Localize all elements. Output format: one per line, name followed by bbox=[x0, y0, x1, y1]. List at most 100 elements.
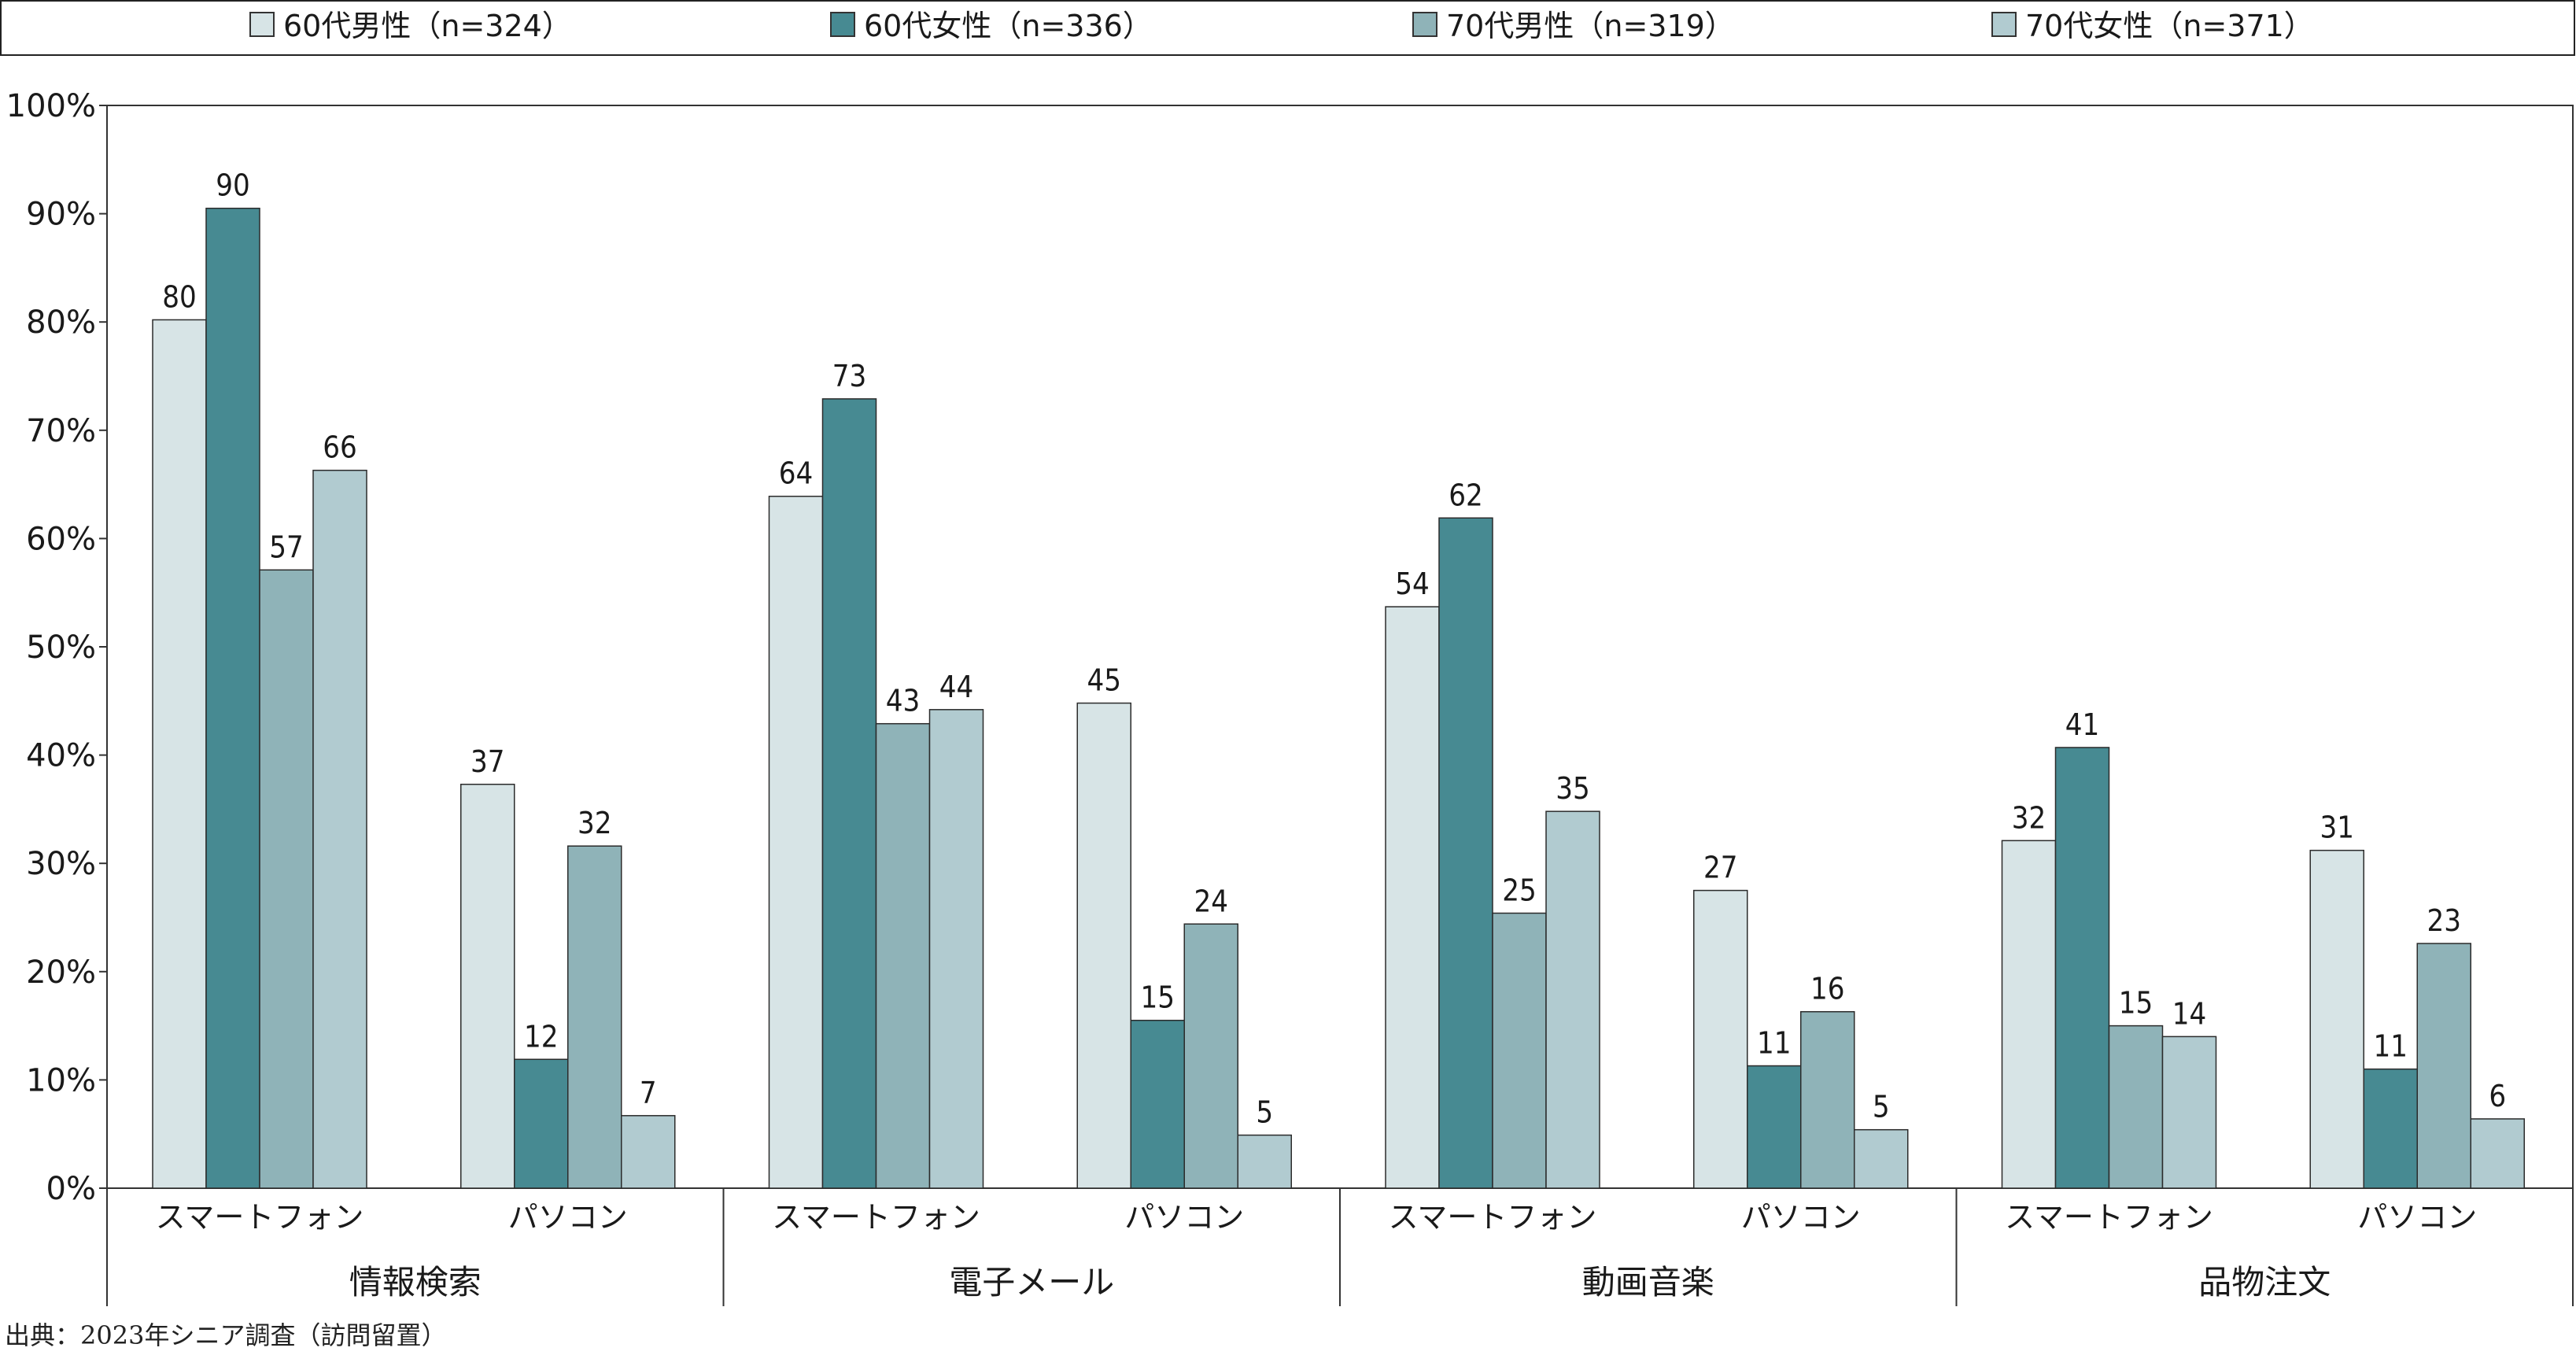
data-label: 54 bbox=[1395, 567, 1430, 601]
y-tick-label: 0% bbox=[46, 1171, 96, 1207]
legend-box bbox=[0, 0, 2575, 56]
data-label: 5 bbox=[1256, 1095, 1273, 1130]
data-label: 45 bbox=[1087, 663, 1122, 698]
data-label: 6 bbox=[2489, 1079, 2506, 1113]
source-note: 出典：2023年シニア調査（訪問留置） bbox=[5, 1320, 447, 1350]
bar bbox=[1545, 810, 1600, 1189]
bar bbox=[312, 469, 367, 1189]
bar bbox=[205, 207, 260, 1189]
x-tick-label: スマートフォン bbox=[156, 1200, 364, 1235]
bar bbox=[768, 495, 824, 1189]
data-label: 7 bbox=[640, 1076, 657, 1110]
x-group-label: 情報検索 bbox=[349, 1263, 482, 1301]
y-tick-label: 70% bbox=[26, 413, 96, 449]
bar bbox=[1492, 912, 1547, 1189]
legend-label: 70代男性（n=319） bbox=[1446, 9, 1735, 43]
legend-label: 60代男性（n=324） bbox=[283, 9, 572, 43]
data-label: 35 bbox=[1556, 771, 1590, 806]
bar bbox=[875, 722, 931, 1189]
bar bbox=[928, 709, 984, 1189]
bar bbox=[1854, 1128, 1909, 1189]
legend-label: 60代女性（n=336） bbox=[864, 9, 1153, 43]
y-tick-label: 60% bbox=[26, 521, 96, 557]
data-label: 44 bbox=[939, 670, 974, 704]
data-label: 66 bbox=[323, 430, 357, 465]
x-tick-label: パソコン bbox=[2357, 1200, 2477, 1235]
bar bbox=[2054, 747, 2110, 1189]
bar bbox=[2470, 1118, 2525, 1189]
x-tick-label: スマートフォン bbox=[2005, 1200, 2213, 1235]
bar bbox=[1183, 923, 1238, 1189]
data-label: 31 bbox=[2320, 810, 2355, 845]
x-tick-label: スマートフォン bbox=[1389, 1200, 1597, 1235]
legend-label: 70代女性（n=371） bbox=[2025, 9, 2314, 43]
data-label: 24 bbox=[1194, 884, 1229, 918]
data-label: 64 bbox=[779, 456, 814, 491]
data-label: 43 bbox=[886, 684, 921, 718]
data-label: 27 bbox=[1703, 851, 1738, 885]
bar bbox=[152, 319, 207, 1189]
bar bbox=[567, 845, 622, 1189]
data-label: 23 bbox=[2427, 903, 2462, 938]
bar bbox=[2363, 1068, 2418, 1189]
bar bbox=[821, 398, 877, 1189]
data-label: 73 bbox=[832, 359, 867, 393]
x-group-label: 電子メール bbox=[949, 1263, 1114, 1301]
x-tick-label: パソコン bbox=[1741, 1200, 1861, 1235]
bar bbox=[259, 569, 314, 1189]
bar bbox=[2108, 1025, 2164, 1189]
bar bbox=[1130, 1019, 1185, 1189]
y-tick-label: 10% bbox=[26, 1062, 96, 1098]
y-tick-label: 100% bbox=[6, 88, 96, 124]
data-label: 32 bbox=[2012, 800, 2046, 835]
y-tick-label: 80% bbox=[26, 305, 96, 341]
bar bbox=[460, 784, 515, 1189]
data-label: 12 bbox=[524, 1019, 559, 1054]
bar bbox=[514, 1058, 569, 1189]
data-label: 11 bbox=[1757, 1026, 1792, 1061]
bar bbox=[1800, 1010, 1855, 1189]
x-group-label: 動画音楽 bbox=[1582, 1263, 1714, 1301]
data-label: 11 bbox=[2374, 1029, 2408, 1064]
bar bbox=[1076, 702, 1131, 1189]
bar bbox=[1237, 1134, 1292, 1189]
legend-swatch bbox=[249, 12, 275, 37]
bars bbox=[152, 207, 2525, 1189]
bar bbox=[2309, 849, 2364, 1189]
data-label: 80 bbox=[162, 279, 197, 314]
legend-swatch bbox=[830, 12, 855, 37]
y-tick-label: 90% bbox=[26, 197, 96, 233]
bar bbox=[2001, 840, 2057, 1189]
bar bbox=[2416, 943, 2471, 1189]
data-label: 15 bbox=[1141, 980, 1175, 1015]
bar bbox=[1693, 889, 1748, 1189]
legend-swatch bbox=[1412, 12, 1437, 37]
bar bbox=[2161, 1036, 2217, 1189]
bar bbox=[1438, 517, 1493, 1189]
data-label: 37 bbox=[471, 744, 505, 779]
y-axis: 0% 10% 20% 30% 40% 50% 60% 70% 80% 90% 100% bbox=[6, 88, 2574, 1207]
y-tick-label: 30% bbox=[26, 846, 96, 882]
y-tick-label: 20% bbox=[26, 954, 96, 991]
bar bbox=[1747, 1065, 1802, 1189]
y-tick-label: 50% bbox=[26, 630, 96, 666]
data-label: 15 bbox=[2119, 986, 2153, 1021]
x-group-label: 品物注文 bbox=[2198, 1263, 2331, 1301]
legend-swatch bbox=[1991, 12, 2017, 37]
data-label: 41 bbox=[2065, 707, 2100, 742]
x-tick-label: パソコン bbox=[508, 1200, 628, 1235]
data-label: 16 bbox=[1810, 972, 1845, 1006]
x-tick-label: スマートフォン bbox=[772, 1200, 980, 1235]
data-label: 57 bbox=[269, 530, 304, 564]
legend: 60代男性（n=324） 60代女性（n=336） 70代男性（n=319） 70代女… bbox=[249, 9, 2314, 43]
x-tick-label: パソコン bbox=[1124, 1200, 1244, 1235]
data-label: 90 bbox=[216, 168, 250, 203]
data-label: 5 bbox=[1873, 1090, 1890, 1124]
bar bbox=[1385, 606, 1440, 1189]
data-label: 62 bbox=[1449, 478, 1483, 512]
bar bbox=[621, 1115, 676, 1189]
data-label: 14 bbox=[2172, 996, 2207, 1031]
y-tick-label: 40% bbox=[26, 738, 96, 774]
